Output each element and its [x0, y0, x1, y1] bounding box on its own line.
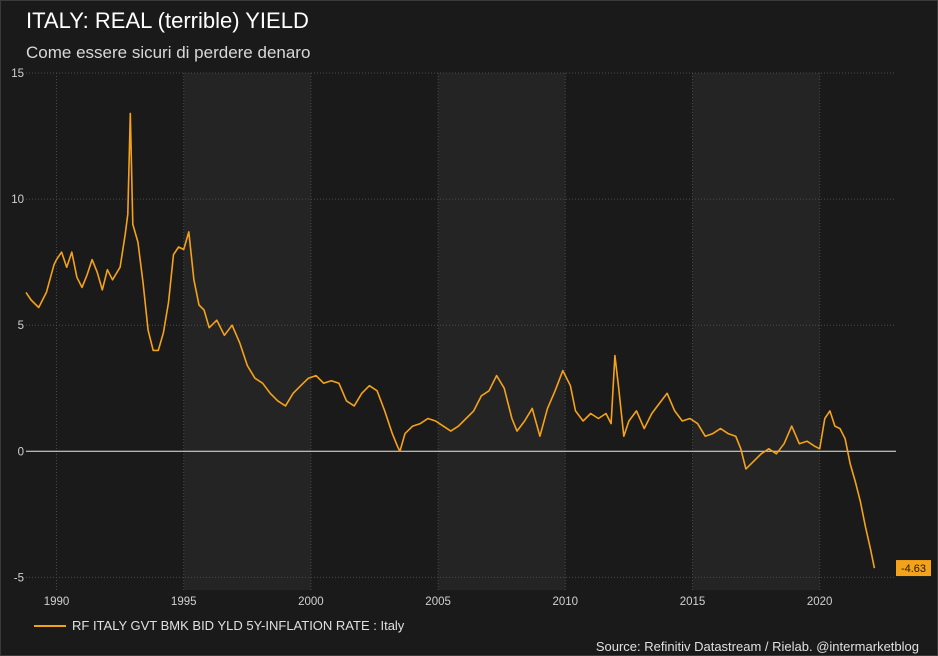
x-tick-label: 1990	[44, 596, 70, 608]
x-axis-ticks: 1990 1995 2000 2005 2010 2015 2020	[44, 596, 833, 608]
y-tick-label: 15	[11, 68, 24, 80]
series-line	[25, 112, 876, 569]
chart-title: ITALY: REAL (terrible) YIELD	[26, 8, 309, 33]
last-value-label: -4.63	[901, 563, 926, 575]
x-tick-label: 2010	[553, 596, 579, 608]
year-bands	[26, 73, 896, 590]
shaded-band	[438, 73, 566, 590]
legend: RF ITALY GVT BMK BID YLD 5Y-INFLATION RA…	[34, 618, 404, 633]
x-tick-label: 2020	[807, 596, 833, 608]
x-tick-label: 2005	[425, 596, 451, 608]
legend-label: RF ITALY GVT BMK BID YLD 5Y-INFLATION RA…	[72, 618, 405, 633]
shaded-band	[692, 73, 820, 590]
last-value-box	[896, 560, 931, 577]
shaded-band	[183, 73, 311, 590]
y-tick-label: 0	[18, 446, 24, 458]
x-tick-label: 1995	[171, 596, 197, 608]
source-note: Source: Refinitiv Datastream / Rielab. @…	[595, 639, 919, 654]
x-tick-label: 2000	[298, 596, 324, 608]
last-value-marker: -4.63	[896, 560, 931, 577]
y-tick-label: -5	[14, 572, 24, 584]
y-axis-ticks: -5 0 5 10 15	[11, 68, 24, 584]
legend-swatch	[34, 624, 66, 627]
y-tick-label: 10	[11, 194, 24, 206]
chart-subtitle: Come essere sicuri di perdere denaro	[26, 43, 311, 62]
y-tick-label: 5	[18, 320, 24, 332]
x-tick-label: 2015	[680, 596, 706, 608]
gridlines	[26, 72, 896, 590]
